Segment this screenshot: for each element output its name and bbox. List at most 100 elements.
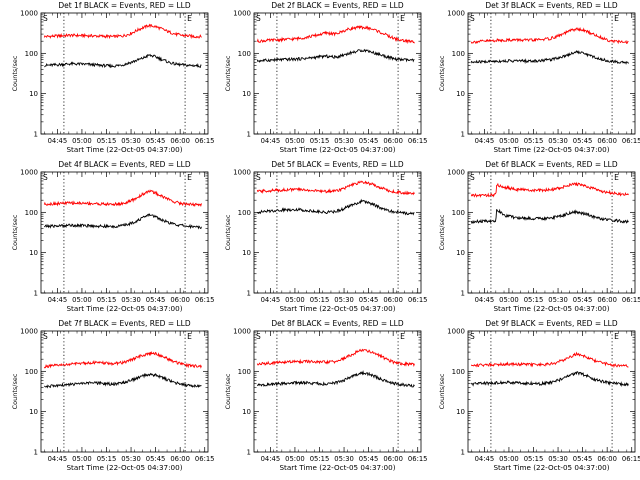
x-tick-label: 05:15 (97, 296, 117, 304)
plot-frame (467, 171, 636, 294)
marker-label-end: E (400, 332, 405, 341)
x-tick-label: 05:00 (72, 455, 92, 463)
x-tick-label: 04:45 (48, 296, 68, 304)
y-tick-label: 1000 (233, 10, 251, 18)
x-tick-label: 05:30 (121, 137, 141, 145)
panel-title: Det 5f BLACK = Events, RED = LLD (271, 160, 404, 169)
series-lld-line (43, 350, 202, 369)
marker-label-end: E (614, 332, 619, 341)
marker-label-end: E (187, 332, 192, 341)
x-tick-label: 06:15 (195, 455, 215, 463)
x-axis-label: Start Time (22-Oct-05 04:37:00) (280, 304, 396, 313)
x-tick-label: 04:45 (48, 137, 68, 145)
y-tick-label: 1 (247, 131, 251, 139)
x-tick-label: 05:45 (573, 137, 593, 145)
series-lld-line (43, 189, 202, 208)
marker-label-start: S (43, 173, 48, 182)
x-axis-label: Start Time (22-Oct-05 04:37:00) (494, 463, 610, 472)
x-tick-label: 06:15 (408, 455, 428, 463)
panel-det-5: Det 5f BLACK = Events, RED = LLD 1 10 100 10… (224, 160, 428, 313)
plot-frame (253, 171, 422, 294)
panel-title: Det 9f BLACK = Events, RED = LLD (485, 319, 618, 328)
x-tick-label: 05:00 (72, 296, 92, 304)
x-tick-label: 05:00 (499, 455, 519, 463)
plot-frame (467, 330, 636, 453)
y-tick-label: 1 (247, 449, 251, 457)
series-events-line (470, 50, 629, 65)
panel-title: Det 1f BLACK = Events, RED = LLD (58, 1, 191, 10)
y-tick-label: 1000 (20, 169, 38, 177)
plot-frame (253, 330, 422, 453)
x-tick-label: 06:15 (622, 296, 640, 304)
x-tick-label: 05:15 (310, 455, 330, 463)
y-tick-label: 10 (29, 90, 38, 98)
y-tick-label: 1 (461, 449, 465, 457)
x-axis-label: Start Time (22-Oct-05 04:37:00) (280, 145, 396, 154)
y-tick-label: 1 (34, 449, 38, 457)
y-axis-label: Counts/sec (438, 373, 446, 409)
panel-title: Det 8f BLACK = Events, RED = LLD (271, 319, 404, 328)
x-tick-label: 04:45 (475, 137, 495, 145)
x-axis-label: Start Time (22-Oct-05 04:37:00) (67, 145, 183, 154)
x-tick-label: 05:15 (97, 137, 117, 145)
y-tick-label: 100 (25, 50, 38, 58)
x-tick-label: 05:45 (359, 137, 379, 145)
x-tick-label: 06:00 (597, 137, 617, 145)
y-tick-label: 100 (452, 50, 465, 58)
marker-label-end: E (187, 14, 192, 23)
series-events-line (257, 198, 415, 216)
x-tick-label: 06:00 (383, 137, 403, 145)
x-tick-label: 05:00 (285, 455, 305, 463)
y-axis-label: Counts/sec (224, 214, 232, 250)
y-tick-label: 10 (456, 408, 465, 416)
y-axis-label: Counts/sec (224, 55, 232, 91)
x-tick-label: 06:00 (383, 296, 403, 304)
panel-det-4: Det 4f BLACK = Events, RED = LLD 1 10 100 10… (11, 160, 215, 313)
panel-det-9: Det 9f BLACK = Events, RED = LLD 1 10 100 10… (438, 319, 640, 472)
marker-label-end: E (614, 173, 619, 182)
marker-label-start: S (43, 332, 48, 341)
y-tick-label: 100 (452, 209, 465, 217)
marker-label-start: S (256, 332, 261, 341)
y-tick-label: 10 (242, 90, 251, 98)
series-events-line (44, 372, 202, 389)
y-tick-label: 100 (238, 209, 251, 217)
y-tick-label: 100 (238, 368, 251, 376)
panel-det-8: Det 8f BLACK = Events, RED = LLD 1 10 100 10… (224, 319, 428, 472)
x-tick-label: 05:00 (72, 137, 92, 145)
x-tick-label: 04:45 (475, 296, 495, 304)
x-tick-label: 06:15 (622, 455, 640, 463)
x-tick-label: 05:15 (97, 455, 117, 463)
marker-label-end: E (400, 14, 405, 23)
x-tick-label: 06:00 (597, 296, 617, 304)
marker-label-end: E (400, 173, 405, 182)
x-tick-label: 05:15 (524, 137, 544, 145)
y-tick-label: 10 (456, 249, 465, 257)
x-tick-label: 04:45 (48, 455, 68, 463)
y-tick-label: 1 (34, 131, 38, 139)
series-events-line (470, 208, 629, 224)
x-tick-label: 05:45 (359, 296, 379, 304)
series-events-line (256, 369, 415, 388)
panel-title: Det 2f BLACK = Events, RED = LLD (271, 1, 404, 10)
x-axis-label: Start Time (22-Oct-05 04:37:00) (280, 463, 396, 472)
y-tick-label: 1000 (233, 169, 251, 177)
x-tick-label: 06:15 (195, 296, 215, 304)
y-tick-label: 1000 (233, 328, 251, 336)
y-axis-label: Counts/sec (11, 214, 19, 250)
x-tick-label: 05:30 (548, 137, 568, 145)
y-tick-label: 100 (238, 50, 251, 58)
panel-title: Det 6f BLACK = Events, RED = LLD (485, 160, 618, 169)
y-tick-label: 1000 (20, 328, 38, 336)
x-tick-label: 05:00 (285, 137, 305, 145)
x-tick-label: 06:00 (597, 455, 617, 463)
x-tick-label: 05:15 (524, 455, 544, 463)
x-tick-label: 06:15 (622, 137, 640, 145)
x-tick-label: 05:30 (548, 455, 568, 463)
x-tick-label: 05:30 (548, 296, 568, 304)
x-tick-label: 06:00 (170, 296, 190, 304)
panel-det-2: Det 2f BLACK = Events, RED = LLD 1 10 100 10… (224, 1, 428, 154)
x-axis-label: Start Time (22-Oct-05 04:37:00) (494, 145, 610, 154)
panel-title: Det 3f BLACK = Events, RED = LLD (485, 1, 618, 10)
